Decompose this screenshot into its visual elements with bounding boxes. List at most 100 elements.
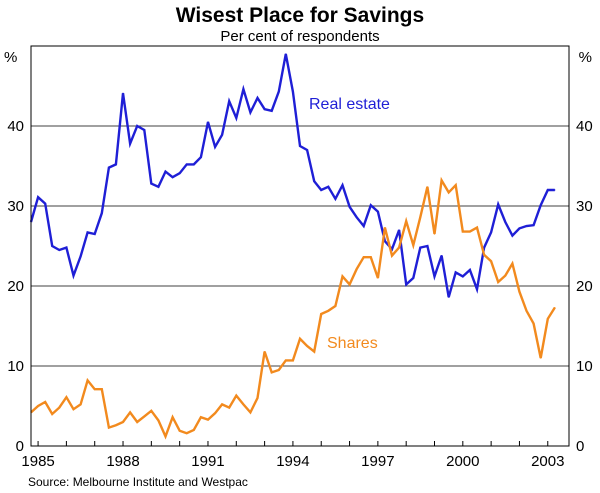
data-point <box>441 255 443 257</box>
data-point <box>143 415 145 417</box>
data-point <box>58 249 60 251</box>
data-point <box>384 240 386 242</box>
data-point <box>525 225 528 227</box>
x-tick-label: 1994 <box>276 453 309 470</box>
data-point <box>299 145 301 147</box>
y-tick-label-right: 30 <box>576 198 593 215</box>
data-point <box>412 277 414 279</box>
data-point <box>80 403 82 405</box>
data-point <box>490 260 492 262</box>
data-point <box>136 125 138 127</box>
data-point <box>72 408 75 410</box>
data-point <box>334 198 336 200</box>
data-point <box>65 396 67 398</box>
data-point <box>504 221 506 223</box>
data-point <box>334 305 336 307</box>
chart-source: Source: Melbourne Institute and Westpac <box>28 475 248 489</box>
data-point <box>412 244 414 246</box>
data-point <box>37 405 39 407</box>
data-point <box>157 419 159 421</box>
y-tick-label-right: 0 <box>576 438 584 455</box>
data-point <box>101 212 103 214</box>
data-point <box>51 245 53 247</box>
data-point <box>433 233 436 235</box>
data-point <box>164 171 167 173</box>
data-point <box>441 179 443 181</box>
data-point <box>179 430 181 432</box>
y-tick-label-left: 20 <box>7 278 24 295</box>
data-point <box>483 254 485 256</box>
data-point <box>186 432 188 434</box>
data-point <box>419 216 421 218</box>
data-point <box>476 227 478 229</box>
data-point <box>235 395 237 397</box>
data-point <box>448 191 450 193</box>
data-point <box>363 225 365 227</box>
data-point <box>150 183 152 185</box>
y-unit-left: % <box>4 49 17 66</box>
chart-title: Wisest Place for Savings <box>176 4 424 27</box>
data-point <box>547 318 549 320</box>
data-point <box>242 88 244 90</box>
data-point <box>172 416 174 418</box>
data-point <box>426 186 428 188</box>
data-point <box>264 108 266 110</box>
data-point <box>94 388 96 390</box>
data-point <box>497 203 499 205</box>
series-line-shares <box>30 176 556 440</box>
data-point <box>235 117 237 119</box>
data-point <box>533 323 535 325</box>
data-point <box>299 338 301 340</box>
data-point <box>426 245 428 247</box>
x-tick-label: 1988 <box>106 453 139 470</box>
data-point <box>214 412 216 414</box>
data-point <box>320 189 322 191</box>
data-point <box>292 359 294 361</box>
data-point <box>94 233 96 235</box>
data-point <box>186 163 188 165</box>
data-point <box>115 163 117 165</box>
data-point <box>193 163 195 165</box>
data-point <box>391 255 393 257</box>
data-point <box>214 146 216 148</box>
data-point <box>391 248 393 250</box>
data-point <box>285 359 287 361</box>
data-point <box>278 91 280 93</box>
data-point <box>455 271 457 273</box>
data-point <box>87 379 89 381</box>
data-point <box>221 134 223 136</box>
data-point <box>115 424 117 426</box>
data-point <box>249 111 251 113</box>
data-point <box>179 172 181 174</box>
data-point <box>327 186 329 188</box>
data-point <box>511 263 513 265</box>
x-tick-label: 1997 <box>361 453 394 470</box>
data-point <box>497 281 499 283</box>
data-point <box>256 97 259 99</box>
data-point <box>143 129 145 131</box>
shares-label: Shares <box>327 335 378 352</box>
data-point <box>256 397 259 399</box>
data-point <box>278 369 280 371</box>
data-point <box>356 268 358 270</box>
data-point <box>405 283 407 285</box>
x-tick-label: 1991 <box>191 453 224 470</box>
data-point <box>242 403 244 405</box>
y-unit-right: % <box>579 49 592 66</box>
data-point <box>221 403 223 405</box>
data-point <box>504 275 506 277</box>
data-point <box>462 231 464 233</box>
data-point <box>306 345 308 347</box>
data-point <box>476 288 478 290</box>
data-point <box>540 357 542 359</box>
data-point <box>349 206 351 208</box>
data-point <box>157 186 159 188</box>
data-point <box>540 204 542 206</box>
data-point <box>377 277 379 279</box>
data-point <box>200 416 202 418</box>
y-tick-label-left: 40 <box>7 118 24 135</box>
data-point <box>207 121 209 123</box>
data-point <box>58 407 60 409</box>
data-point <box>87 231 89 233</box>
data-point <box>44 203 46 205</box>
